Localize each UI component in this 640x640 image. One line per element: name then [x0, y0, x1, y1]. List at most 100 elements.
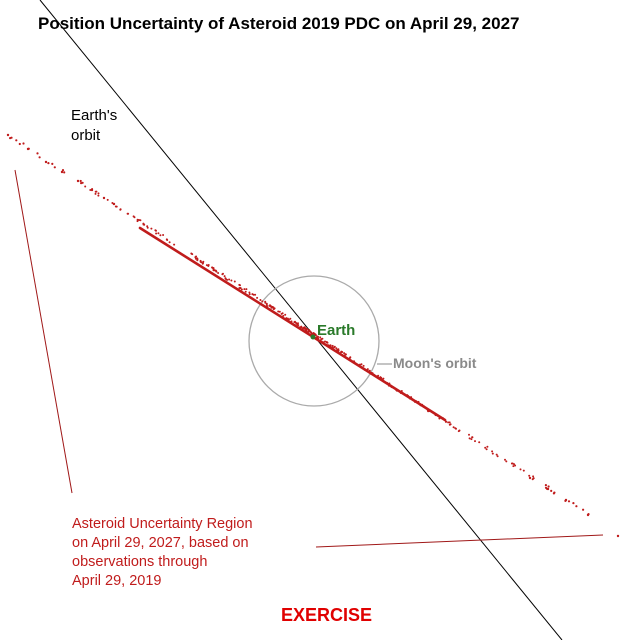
- uncertainty-point: [381, 378, 384, 381]
- uncertainty-point: [277, 310, 280, 313]
- uncertainty-point: [256, 296, 259, 299]
- uncertainty-point: [547, 485, 550, 488]
- uncertainty-point: [552, 492, 556, 495]
- uncertainty-point: [471, 436, 474, 439]
- uncertainty-region-points: [6, 133, 620, 538]
- uncertainty-point: [289, 317, 292, 320]
- uncertainty-point: [363, 368, 366, 371]
- uncertainty-point: [293, 321, 296, 324]
- uncertainty-point: [199, 259, 202, 262]
- uncertainty-point: [468, 437, 471, 440]
- uncertainty-point: [491, 450, 494, 453]
- uncertainty-point: [360, 363, 363, 366]
- uncertainty-point: [504, 458, 506, 461]
- uncertainty-point: [438, 417, 441, 420]
- uncertainty-point: [136, 220, 139, 223]
- uncertainty-point: [297, 324, 300, 327]
- uncertainty-point: [546, 487, 550, 491]
- uncertainty-point: [265, 303, 268, 306]
- uncertainty-point: [572, 502, 575, 505]
- uncertainty-point: [146, 225, 149, 228]
- page-title: Position Uncertainty of Asteroid 2019 PD…: [38, 14, 520, 33]
- uncertainty-point: [284, 313, 287, 316]
- uncertainty-point: [60, 170, 64, 174]
- uncertainty-point: [166, 239, 169, 241]
- moon-orbit-label: Moon's orbit: [393, 355, 477, 371]
- uncertainty-point: [362, 364, 365, 367]
- uncertainty-point: [448, 423, 451, 426]
- uncertainty-point: [544, 484, 548, 487]
- uncertainty-point: [407, 395, 410, 398]
- uncertainty-point: [331, 344, 334, 347]
- uncertainty-point: [205, 264, 208, 267]
- moon-orbit-circle: [248, 275, 380, 407]
- uncertainty-point: [315, 337, 318, 340]
- uncertainty-point: [586, 513, 590, 517]
- uncertainty-point: [295, 322, 298, 325]
- uncertainty-point: [337, 348, 340, 351]
- uncertainty-point: [444, 420, 447, 423]
- uncertainty-point: [15, 139, 18, 142]
- uncertainty-point: [278, 310, 281, 313]
- uncertainty-point: [491, 452, 494, 455]
- earth-marker: [310, 334, 316, 340]
- uncertainty-point: [317, 337, 320, 340]
- uncertainty-point: [321, 337, 324, 340]
- uncertainty-point: [390, 386, 393, 389]
- uncertainty-point: [132, 215, 135, 218]
- uncertainty-point: [532, 477, 535, 480]
- uncertainty-point: [18, 142, 21, 146]
- uncertainty-point: [426, 409, 429, 412]
- uncertainty-point: [230, 279, 233, 282]
- uncertainty-point: [282, 314, 285, 317]
- uncertainty-point: [312, 332, 315, 335]
- uncertainty-point: [173, 243, 176, 246]
- uncertainty-point: [111, 202, 114, 204]
- uncertainty-point: [485, 448, 488, 451]
- uncertainty-point: [383, 381, 386, 384]
- uncertainty-region-core: [138, 226, 447, 422]
- uncertainty-point: [248, 293, 251, 296]
- exercise-label: EXERCISE: [281, 605, 373, 625]
- uncertainty-point: [400, 390, 403, 392]
- uncertainty-point: [47, 162, 50, 165]
- uncertainty-point: [575, 505, 578, 508]
- uncertainty-point: [470, 438, 473, 441]
- uncertainty-point: [389, 384, 392, 387]
- uncertainty-point: [126, 212, 129, 215]
- uncertainty-point: [360, 366, 363, 369]
- uncertainty-point: [335, 347, 338, 350]
- uncertainty-point: [326, 344, 329, 347]
- uncertainty-point: [496, 455, 499, 458]
- uncertainty-point: [454, 427, 457, 430]
- uncertainty-point: [434, 414, 437, 417]
- uncertainty-point: [51, 162, 54, 165]
- uncertainty-point: [245, 288, 248, 291]
- uncertainty-point: [213, 269, 216, 272]
- uncertainty-point: [388, 382, 391, 385]
- uncertainty-point: [102, 196, 106, 200]
- uncertainty-point: [243, 288, 246, 291]
- uncertainty-point: [306, 331, 309, 334]
- uncertainty-point: [495, 453, 498, 456]
- uncertainty-point: [223, 275, 226, 278]
- uncertainty-point: [196, 257, 199, 260]
- uncertainty-point: [97, 194, 100, 197]
- uncertainty-point: [505, 460, 508, 463]
- uncertainty-point: [155, 232, 158, 235]
- uncertainty-point: [314, 334, 317, 337]
- uncertainty-point: [322, 341, 325, 344]
- uncertainty-point: [336, 350, 339, 353]
- uncertainty-point: [478, 441, 481, 444]
- uncertainty-point: [154, 229, 157, 232]
- uncertainty-point: [377, 374, 380, 377]
- uncertainty-point: [528, 476, 532, 480]
- uncertainty-point: [468, 433, 470, 436]
- uncertainty-point: [447, 421, 450, 424]
- uncertainty-point: [484, 446, 487, 449]
- uncertainty-point: [89, 189, 92, 191]
- uncertainty-point: [370, 371, 373, 374]
- uncertainty-point: [217, 272, 220, 274]
